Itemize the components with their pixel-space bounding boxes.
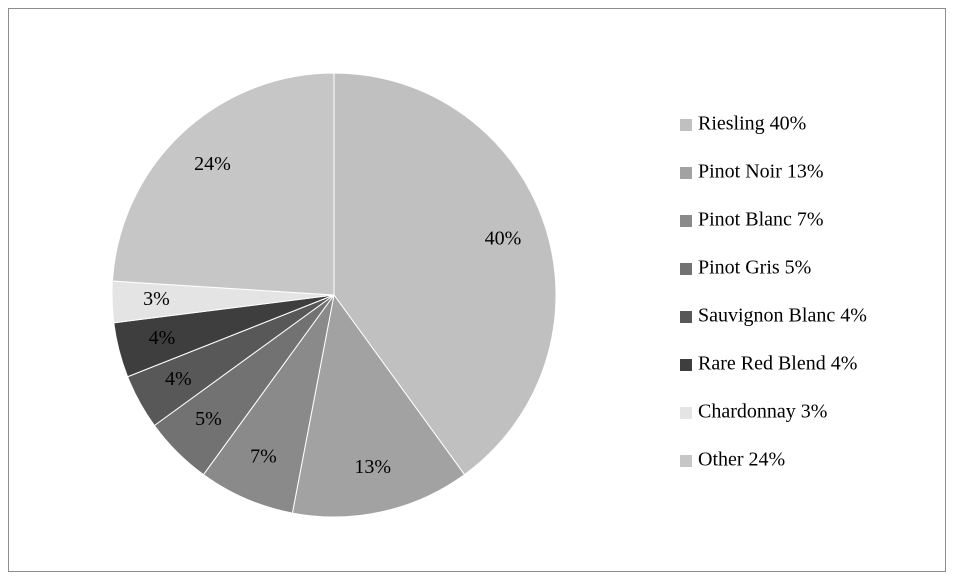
legend-swatch xyxy=(680,263,692,275)
data-label: 7% xyxy=(250,446,277,468)
legend-label: Other 24% xyxy=(698,449,785,471)
legend-swatch xyxy=(680,407,692,419)
pie-slice xyxy=(111,72,335,296)
data-label: 40% xyxy=(485,228,522,250)
pie-slice xyxy=(291,293,466,518)
legend-label: Riesling 40% xyxy=(698,113,806,135)
legend-swatch xyxy=(680,311,692,323)
legend-swatch xyxy=(680,455,692,467)
legend-label: Pinot Blanc 7% xyxy=(698,209,824,231)
legend-label: Pinot Noir 13% xyxy=(698,161,824,183)
data-label: 4% xyxy=(149,327,176,349)
data-label: 13% xyxy=(354,456,391,478)
data-label: 4% xyxy=(165,368,192,390)
legend-label: Sauvignon Blanc 4% xyxy=(698,305,867,327)
legend-swatch xyxy=(680,119,692,131)
pie-slice xyxy=(333,72,557,476)
legend-swatch xyxy=(680,215,692,227)
data-label: 3% xyxy=(143,288,170,310)
data-label: 24% xyxy=(194,153,231,175)
legend-swatch xyxy=(680,167,692,179)
legend-label: Rare Red Blend 4% xyxy=(698,353,857,375)
legend-label: Pinot Gris 5% xyxy=(698,257,811,279)
legend-swatch xyxy=(680,359,692,371)
data-label: 5% xyxy=(195,408,222,430)
legend-label: Chardonnay 3% xyxy=(698,401,827,423)
